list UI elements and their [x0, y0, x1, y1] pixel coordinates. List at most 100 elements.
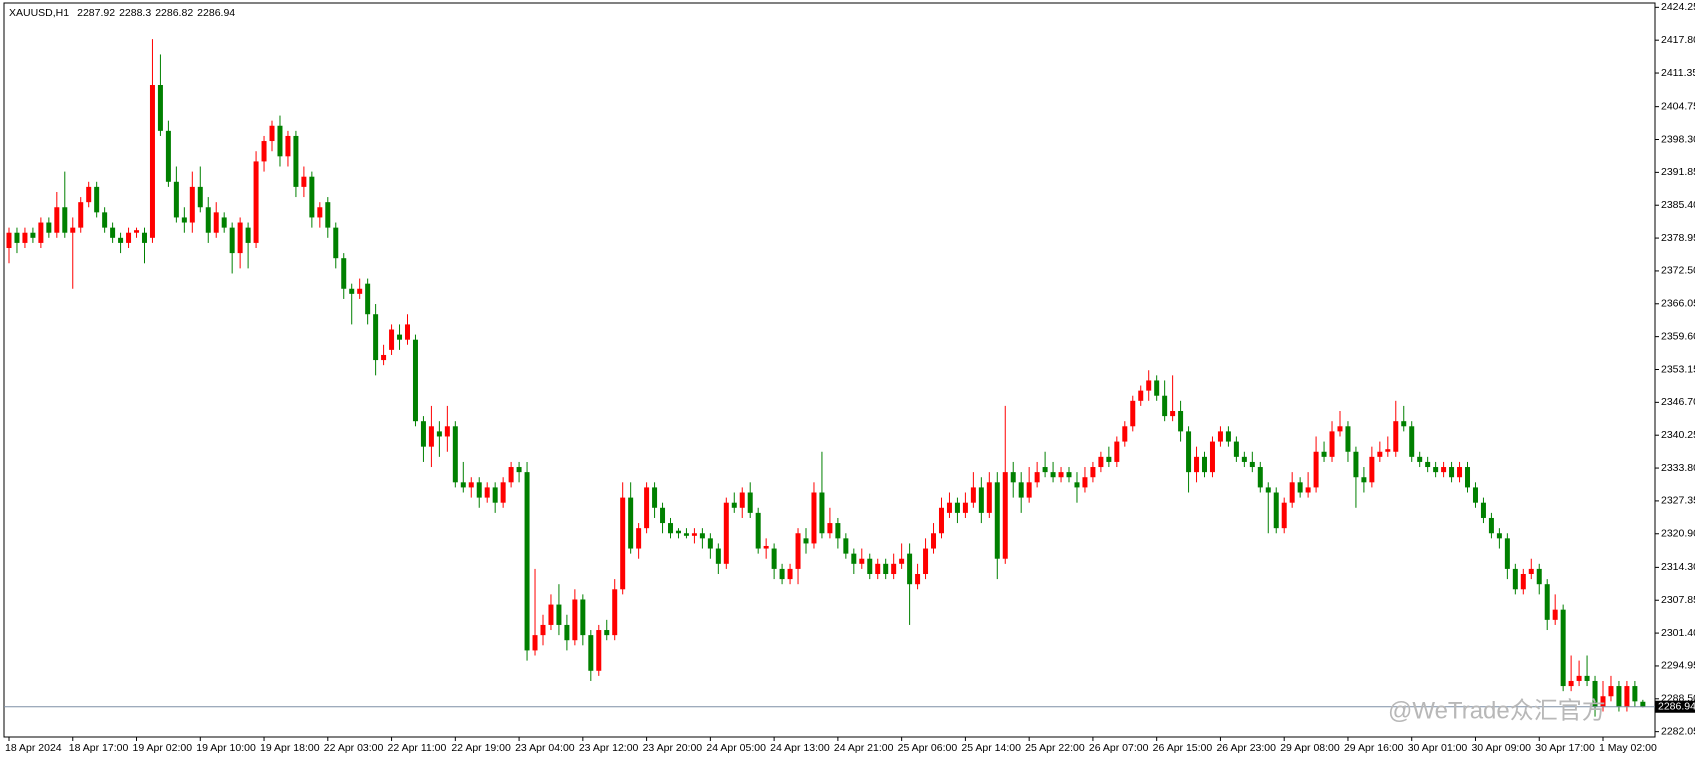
- candle-body: [1472, 487, 1478, 503]
- x-tick-label: 23 Apr 04:00: [515, 742, 575, 754]
- candle-body: [1138, 390, 1144, 401]
- candle-body: [197, 186, 203, 208]
- candle-body: [420, 421, 426, 447]
- candle-body: [1074, 482, 1080, 488]
- candle-body: [1002, 472, 1008, 559]
- candle-body: [867, 558, 873, 575]
- x-tick-label: 30 Apr 09:00: [1471, 742, 1531, 754]
- candle-body: [357, 288, 363, 294]
- x-tick-label: 23 Apr 20:00: [643, 742, 703, 754]
- candle-body: [1560, 609, 1566, 687]
- candle-body: [1385, 449, 1391, 452]
- candle-body: [269, 125, 275, 142]
- candle-body: [851, 553, 857, 564]
- candle-body: [731, 502, 737, 508]
- y-tick-label: 2282.05: [1661, 725, 1695, 737]
- candle-body: [149, 85, 155, 238]
- candle-body: [508, 467, 514, 483]
- candle-body: [931, 533, 937, 549]
- candle-body: [213, 212, 219, 233]
- x-tick-label: 18 Apr 17:00: [69, 742, 129, 754]
- candle-body: [699, 533, 705, 539]
- candle-body: [1098, 456, 1104, 468]
- candle-body: [1122, 426, 1128, 442]
- candle-body: [1409, 426, 1415, 457]
- candle-body: [237, 222, 243, 254]
- candle-body: [70, 227, 76, 233]
- candle-body: [397, 334, 403, 340]
- candle-body: [1640, 701, 1646, 707]
- candle-body: [755, 512, 761, 549]
- candle-body: [1600, 696, 1606, 707]
- candle-body: [1217, 431, 1223, 442]
- candle-body: [1209, 441, 1215, 473]
- candle-body: [1353, 451, 1359, 478]
- candle-body: [548, 604, 554, 625]
- candle-body: [994, 482, 1000, 559]
- candle-body: [843, 538, 849, 554]
- candle-body: [1441, 467, 1447, 473]
- candle-body: [954, 502, 960, 513]
- candle-body: [1377, 451, 1383, 457]
- candle-body: [691, 533, 697, 536]
- candle-body: [652, 487, 658, 508]
- candle-body: [1592, 680, 1598, 707]
- candle-body: [317, 207, 323, 218]
- y-tick-label: 2327.35: [1661, 495, 1695, 507]
- candle-body: [14, 232, 20, 243]
- x-tick-label: 30 Apr 01:00: [1408, 742, 1468, 754]
- candle-body: [452, 426, 458, 483]
- candle-body: [1010, 472, 1016, 483]
- x-tick-label: 24 Apr 05:00: [706, 742, 766, 754]
- candle-body: [580, 599, 586, 636]
- x-tick-label: 19 Apr 10:00: [196, 742, 256, 754]
- x-tick-label: 24 Apr 21:00: [834, 742, 894, 754]
- candle-body: [1616, 686, 1622, 707]
- candle-body: [1162, 395, 1168, 417]
- candle-body: [30, 232, 36, 238]
- candle-body: [1488, 517, 1494, 534]
- candle-body: [1106, 456, 1112, 462]
- candle-body: [1528, 568, 1534, 575]
- ohlc-high: 2288.3: [119, 7, 151, 19]
- y-tick-label: 2301.40: [1661, 627, 1695, 639]
- symbol: XAUUSD,H1: [9, 7, 69, 19]
- candle-body: [428, 426, 434, 447]
- candle-body: [986, 482, 992, 513]
- y-tick-label: 2424.25: [1661, 1, 1695, 13]
- candle-body: [739, 492, 745, 508]
- candle-body: [1608, 686, 1614, 697]
- x-tick-label: 22 Apr 03:00: [324, 742, 384, 754]
- candle-body: [436, 431, 442, 437]
- candle-body: [915, 574, 921, 585]
- candle-body: [229, 227, 235, 254]
- x-tick-label: 26 Apr 15:00: [1153, 742, 1213, 754]
- candle-body: [604, 630, 610, 636]
- candle-body: [165, 130, 171, 182]
- candle-body: [532, 635, 538, 651]
- candle-body: [1146, 380, 1152, 391]
- candle-body: [38, 222, 44, 243]
- y-tick-label: 2417.80: [1661, 34, 1695, 46]
- candle-body: [668, 523, 674, 534]
- candle-body: [205, 207, 211, 233]
- candle-body: [54, 207, 60, 233]
- candle-body: [1321, 451, 1327, 457]
- candle-body: [1520, 574, 1526, 590]
- candle-body: [1202, 456, 1207, 473]
- y-tick-label: 2366.05: [1661, 298, 1695, 310]
- candle-body: [883, 563, 889, 575]
- candle-body: [1273, 492, 1279, 529]
- candle-body: [1417, 456, 1423, 462]
- candle-body: [970, 487, 976, 503]
- candle-body: [1186, 431, 1192, 473]
- candle-body: [572, 599, 578, 641]
- candle-body: [891, 563, 897, 575]
- y-tick-label: 2294.95: [1661, 660, 1695, 672]
- y-tick-label: 2314.30: [1661, 561, 1695, 573]
- candle-body: [349, 288, 355, 294]
- candle-body: [516, 467, 522, 473]
- candle-body: [1289, 482, 1295, 503]
- candle-body: [1082, 477, 1088, 488]
